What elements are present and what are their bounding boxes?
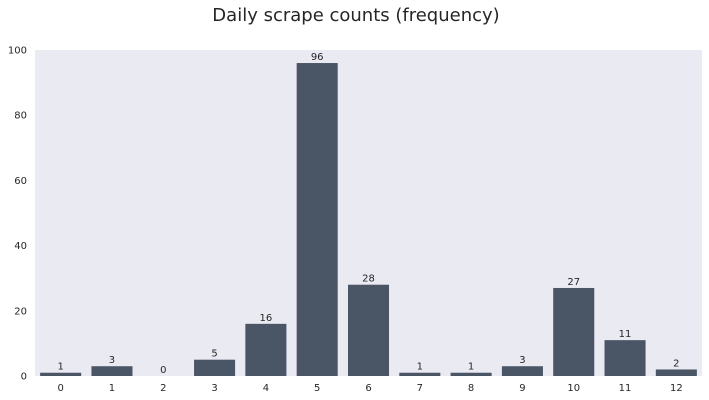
bar-7	[399, 372, 441, 376]
data-label: 27	[567, 277, 580, 288]
bar-1	[91, 366, 133, 376]
data-label: 5	[211, 349, 217, 360]
data-label: 28	[362, 274, 375, 285]
x-tick-label: 1	[109, 383, 115, 394]
x-tick-label: 0	[57, 383, 63, 394]
y-tick-label: 0	[21, 372, 27, 383]
x-tick-label: 10	[567, 383, 580, 394]
data-label: 0	[160, 365, 166, 376]
data-label: 1	[57, 362, 63, 373]
x-tick-label: 4	[263, 383, 269, 394]
chart-title: Daily scrape counts (frequency)	[212, 5, 499, 26]
bars	[40, 63, 697, 376]
bar-10	[553, 287, 595, 376]
x-axis: 0 1 2 3 4 5 6 7 8 9 10 11 12	[57, 383, 682, 394]
bar-0	[40, 372, 82, 376]
x-tick-label: 9	[519, 383, 525, 394]
bar-3	[194, 359, 236, 376]
data-label: 2	[673, 358, 679, 369]
y-tick-label: 60	[14, 176, 27, 187]
bar-5	[296, 63, 338, 376]
x-tick-label: 6	[365, 383, 371, 394]
data-label: 96	[311, 52, 324, 63]
bar-11	[604, 340, 646, 376]
x-tick-label: 11	[619, 383, 632, 394]
bar-12	[655, 369, 697, 376]
x-tick-label: 7	[417, 383, 423, 394]
x-tick-label: 3	[211, 383, 217, 394]
data-label: 11	[619, 329, 632, 340]
bar-8	[450, 372, 492, 376]
y-tick-label: 100	[8, 46, 27, 57]
data-label: 3	[519, 355, 525, 366]
bar-4	[245, 323, 287, 376]
y-tick-label: 40	[14, 241, 27, 252]
data-label: 3	[109, 355, 115, 366]
data-label: 1	[468, 362, 474, 373]
x-tick-label: 5	[314, 383, 320, 394]
x-tick-label: 8	[468, 383, 474, 394]
y-tick-label: 80	[14, 111, 27, 122]
bar-6	[347, 284, 390, 376]
x-tick-label: 12	[670, 383, 683, 394]
data-label: 16	[260, 313, 273, 324]
x-tick-label: 2	[160, 383, 166, 394]
y-tick-label: 20	[14, 306, 27, 317]
y-axis: 0 20 40 60 80 100	[8, 46, 27, 383]
data-label: 1	[417, 362, 423, 373]
bar-9	[501, 366, 543, 376]
